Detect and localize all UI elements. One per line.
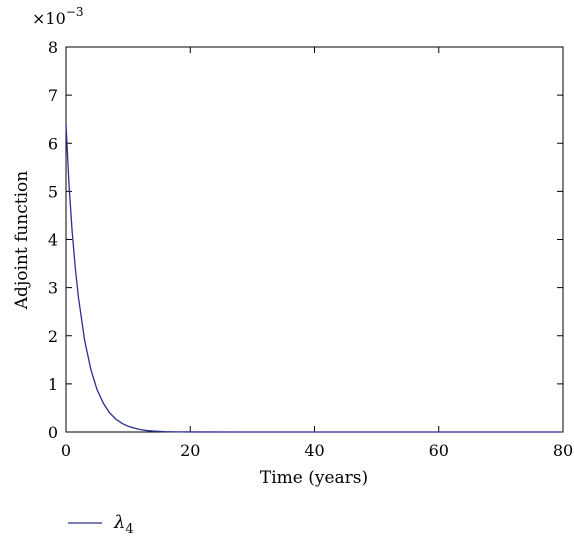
y-tick-label: 2 xyxy=(48,327,58,346)
x-axis-label: Time (years) xyxy=(260,468,368,488)
legend-label: λ4 xyxy=(113,512,134,537)
y-tick-label: 4 xyxy=(48,231,58,250)
y-tick-label: 8 xyxy=(48,38,58,57)
y-tick-label: 0 xyxy=(48,423,58,442)
plot-area xyxy=(65,46,564,433)
y-tick-label: 6 xyxy=(48,134,58,153)
x-tick-label: 20 xyxy=(180,441,200,460)
x-tick-label: 60 xyxy=(429,441,449,460)
y-multiplier: ×10−3 xyxy=(32,5,83,28)
y-axis-ticks: 0 1 2 3 4 5 6 7 8 xyxy=(48,38,563,442)
x-tick-label: 40 xyxy=(304,441,324,460)
x-tick-label: 80 xyxy=(553,441,573,460)
y-tick-label: 7 xyxy=(48,86,58,105)
series-line-lambda4 xyxy=(65,123,563,433)
y-tick-label: 5 xyxy=(48,182,58,201)
x-tick-label: 0 xyxy=(61,441,71,460)
x-axis-ticks: 0 20 40 60 80 xyxy=(61,47,573,460)
y-tick-label: 3 xyxy=(48,279,58,298)
legend: λ4 xyxy=(68,512,134,537)
y-tick-label: 1 xyxy=(48,375,58,394)
y-axis-label: Adjoint function xyxy=(12,171,32,311)
